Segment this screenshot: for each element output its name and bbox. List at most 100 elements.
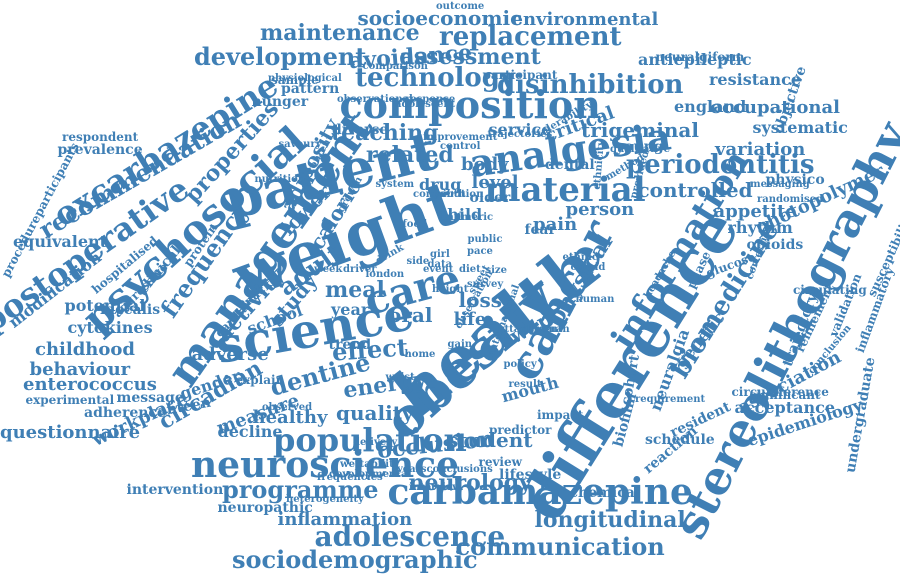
cloud-word: lifestyle: [499, 467, 562, 483]
cloud-word: year: [331, 300, 370, 319]
cloud-word: participant: [482, 68, 558, 82]
cloud-word: message: [116, 390, 184, 406]
cloud-word: related: [366, 142, 454, 168]
cloud-word: respondent: [62, 130, 139, 144]
cloud-word: gain: [447, 339, 473, 350]
cloud-word: systematic: [752, 118, 848, 137]
cloud-word: interview: [409, 482, 461, 493]
cloud-word: pattern: [281, 81, 340, 97]
cloud-word: material: [484, 170, 646, 210]
cloud-word: result: [508, 379, 542, 390]
cloud-word: chemical: [569, 485, 641, 501]
cloud-word: older: [469, 190, 511, 206]
cloud-word: height: [432, 284, 469, 295]
cloud-word: opioids: [746, 237, 804, 253]
cloud-word: savoury: [278, 139, 322, 150]
cloud-word: london: [365, 269, 405, 280]
cloud-word: disinhibition: [497, 70, 684, 100]
cloud-word: control: [440, 141, 481, 152]
cloud-word: yearsconclusions: [397, 464, 493, 475]
cloud-word: dental: [545, 157, 595, 173]
cloud-word: response: [405, 94, 456, 105]
cloud-word: survey: [467, 279, 504, 290]
cloud-word: service: [488, 120, 552, 139]
cloud-word: controlled: [637, 178, 753, 202]
cloud-word: technology: [355, 63, 516, 93]
cloud-word: heterogeneity: [286, 494, 364, 505]
cloud-word: public: [467, 234, 503, 245]
cloud-word: delivery: [353, 437, 398, 448]
cloud-word: trend: [328, 337, 372, 353]
cloud-word: behaviour: [29, 359, 131, 380]
cloud-word: programme: [222, 475, 379, 504]
cloud-word: body: [461, 154, 509, 175]
cloud-word: occupational: [710, 97, 841, 118]
cloud-word: schedule: [645, 432, 715, 448]
cloud-word: sociodemographic: [232, 545, 478, 574]
cloud-word: carbamazepine: [387, 471, 693, 513]
cloud-word: physico: [765, 172, 825, 188]
cloud-word: wettability: [340, 459, 400, 470]
cloud-word: requirement: [635, 394, 706, 405]
cloud-word: qualitative: [610, 144, 671, 155]
cloud-word: prevalence: [57, 142, 143, 158]
cloud-word: frequencies: [317, 472, 383, 483]
cloud-word: trajectories: [487, 129, 553, 140]
cloud-word: hunger: [251, 94, 309, 110]
cloud-word: neuroscience: [191, 444, 459, 486]
cloud-word: food: [402, 219, 428, 230]
cloud-word: home: [404, 349, 436, 360]
cloud-word: life: [453, 309, 487, 330]
cloud-word: developmental: [329, 469, 412, 480]
cloud-word: improvement: [423, 132, 498, 143]
cloud-word: neurology: [408, 470, 532, 496]
cloud-word: observational: [337, 94, 413, 105]
cloud-word: longitudinal: [534, 507, 686, 533]
cloud-word: young: [616, 139, 664, 155]
cloud-word: human: [575, 294, 615, 305]
cloud-word: impact: [537, 408, 584, 422]
cloud-word: socioeconomic: [357, 6, 523, 30]
cloud-word: neuralgiform: [655, 50, 745, 64]
cloud-word: youth: [434, 189, 466, 200]
cloud-word: equivalent: [13, 232, 108, 251]
cloud-word: messaging: [750, 179, 810, 190]
cloud-word: diet: [459, 264, 481, 275]
cloud-word: antiepileptic: [638, 50, 752, 69]
cloud-word: numeric: [446, 212, 494, 223]
cloud-word: environmental: [511, 9, 659, 30]
cloud-word: quality: [336, 401, 414, 425]
cloud-word: data: [427, 259, 453, 270]
cloud-word: driver: [343, 264, 377, 275]
cloud-word: meal: [325, 277, 385, 303]
cloud-word: resistance: [709, 70, 802, 89]
cloud-word: trigeminal: [581, 118, 699, 142]
cloud-word: development: [194, 42, 367, 71]
cloud-word: person: [565, 199, 635, 220]
cloud-word: student: [447, 428, 533, 452]
cloud-word: adolescent: [395, 99, 456, 110]
cloud-word: composition: [339, 82, 601, 127]
cloud-word: explain: [235, 373, 285, 387]
cloud-word: girl: [430, 249, 450, 260]
cloud-word: childhood: [35, 339, 135, 360]
cloud-word: pain: [533, 214, 578, 235]
cloud-word: decline: [217, 422, 283, 441]
cloud-word: adherence: [84, 405, 166, 421]
cloud-word: acceptance: [734, 398, 836, 417]
cloud-word: healthy: [252, 407, 328, 428]
cloud-word: observed: [262, 402, 313, 413]
cloud-word: circumference: [731, 385, 829, 399]
cloud-word: faecalis: [100, 302, 161, 318]
cloud-word: physiological: [268, 73, 342, 84]
cloud-word: adolescence: [314, 520, 506, 553]
cloud-word: appetite: [713, 201, 797, 222]
cloud-word: diverse: [332, 122, 389, 138]
cloud-word: circulating: [793, 283, 867, 297]
cloud-word: fear: [524, 222, 556, 238]
cloud-word: opioid: [570, 262, 606, 273]
cloud-word: england: [674, 97, 747, 116]
cloud-word: cytokines: [67, 318, 153, 337]
cloud-word: woman: [530, 324, 570, 335]
